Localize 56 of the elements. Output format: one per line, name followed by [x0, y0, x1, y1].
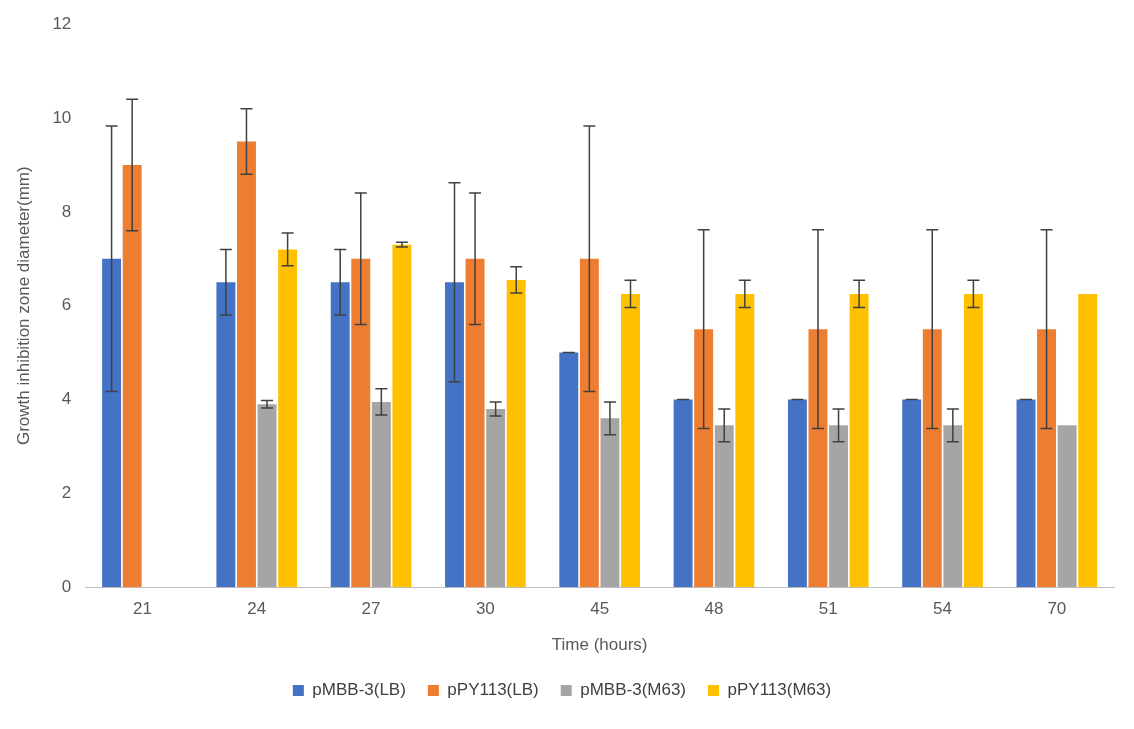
x-tick-label: 51 — [818, 599, 838, 619]
bar — [673, 399, 693, 588]
bar — [714, 425, 734, 588]
x-tick-label: 21 — [133, 599, 152, 619]
bar — [486, 408, 506, 588]
bar — [1057, 425, 1077, 588]
y-tick-label: 8 — [61, 201, 72, 221]
bar — [922, 329, 942, 588]
bar — [559, 352, 579, 588]
bar — [445, 282, 464, 588]
bar — [963, 293, 983, 588]
x-tick-label: 70 — [1047, 599, 1067, 619]
bar — [787, 399, 807, 588]
bar — [621, 293, 640, 588]
bar — [351, 258, 371, 588]
bar — [1078, 293, 1098, 588]
bar — [237, 141, 256, 588]
bar — [694, 329, 714, 588]
x-tick-label: 48 — [704, 599, 724, 619]
bar — [102, 258, 122, 588]
x-tick-label: 54 — [933, 599, 953, 619]
bar — [829, 425, 848, 588]
bar — [600, 418, 620, 588]
bar — [392, 244, 412, 588]
bar — [735, 293, 755, 588]
y-tick-label: 0 — [61, 576, 72, 596]
legend-label: pMBB-3(LB) — [312, 680, 406, 700]
bar — [216, 282, 236, 588]
bar — [330, 282, 350, 588]
y-tick-label: 2 — [61, 483, 72, 503]
x-axis-title: Time (hours) — [551, 635, 648, 655]
y-tick-label: 12 — [52, 13, 72, 33]
bar — [506, 279, 526, 588]
bar — [465, 258, 485, 588]
bar — [1037, 329, 1057, 588]
bar — [371, 401, 391, 588]
bar — [122, 164, 142, 588]
bar — [808, 329, 828, 588]
legend-label: pMBB-3(M63) — [580, 680, 687, 700]
bar — [902, 399, 922, 588]
bar — [1016, 399, 1036, 588]
bar — [579, 258, 599, 588]
x-tick-label: 45 — [590, 599, 610, 619]
legend-label: pPY113(M63) — [727, 680, 832, 700]
bar — [278, 249, 298, 588]
bar — [257, 404, 277, 588]
bar — [943, 425, 963, 588]
x-tick-label: 24 — [247, 599, 267, 619]
y-tick-label: 6 — [61, 295, 72, 315]
legend-label: pPY113(LB) — [447, 680, 539, 700]
y-tick-label: 10 — [52, 107, 72, 127]
y-tick-label: 4 — [61, 389, 72, 409]
y-axis-title: Growth inhibition zone diameter(mm) — [13, 166, 33, 446]
bar — [849, 293, 869, 588]
x-tick-label: 30 — [475, 599, 495, 619]
x-tick-label: 27 — [361, 599, 381, 619]
